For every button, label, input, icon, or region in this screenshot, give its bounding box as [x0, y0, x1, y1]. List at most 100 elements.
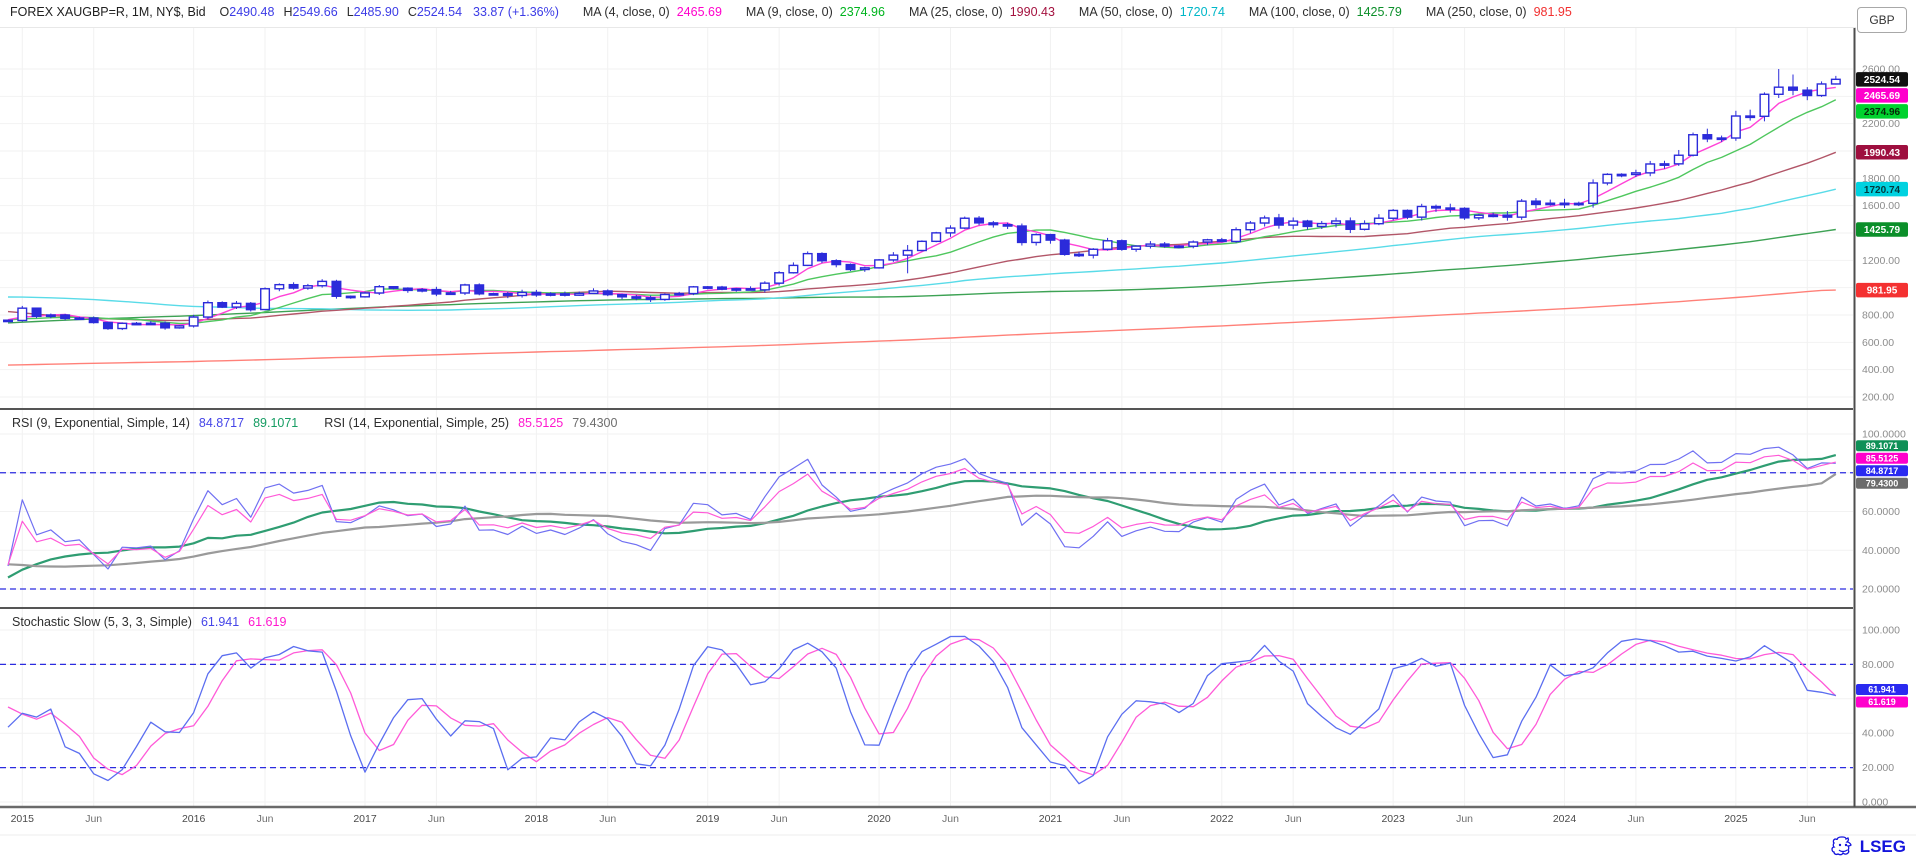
currency-axis-button[interactable]: GBP — [1857, 7, 1907, 33]
axis-label: 20.000 — [1862, 762, 1894, 774]
time-axis-label: Jun — [1627, 813, 1644, 825]
ma-legend-value: 2374.96 — [839, 5, 885, 19]
rsi-legend-label: RSI (14, Exponential, Simple, 25) — [324, 416, 510, 430]
axis-label: 80.000 — [1862, 659, 1894, 671]
time-axis-label: Jun — [771, 813, 788, 825]
lseg-crest-icon — [1831, 836, 1852, 856]
main-legend: FOREX XAUGBP=R, 1M, NY$, Bid O2490.48 H25… — [10, 5, 1572, 19]
ma-legend-item: MA (4, close, 0) 2465.69 — [583, 5, 722, 19]
stoch-legend-value: 61.619 — [248, 615, 287, 629]
ma-legend-item: MA (100, close, 0) 1425.79 — [1249, 5, 1402, 19]
stoch-legend: Stochastic Slow (5, 3, 3, Simple) 61.941 6… — [12, 615, 286, 629]
rsi-panel[interactable] — [0, 411, 1853, 607]
time-axis-label: Jun — [599, 813, 616, 825]
rsi-legend-value: 79.4300 — [572, 416, 618, 430]
stoch-legend-label: Stochastic Slow (5, 3, 3, Simple) — [12, 615, 192, 629]
value-badge: 2524.54 — [1864, 75, 1901, 86]
time-axis-label: 2016 — [182, 813, 206, 825]
ma-legend-value: 1425.79 — [1356, 5, 1402, 19]
instrument-title: FOREX XAUGBP=R, 1M, NY$, Bid — [10, 5, 206, 19]
value-badge: 1990.43 — [1864, 148, 1901, 159]
value-badge: 85.5125 — [1866, 453, 1899, 463]
value-badge: 981.95 — [1867, 286, 1898, 297]
time-axis-label: 2019 — [696, 813, 720, 825]
value-badge: 1720.74 — [1864, 185, 1901, 196]
time-axis-label: 2017 — [353, 813, 377, 825]
time-axis-label: 2020 — [867, 813, 891, 825]
rsi-legend-label: RSI (9, Exponential, Simple, 14) — [12, 416, 190, 430]
time-axis-label: 2021 — [1039, 813, 1063, 825]
axis-label: 100.0000 — [1862, 429, 1906, 441]
rsi-legend-value: 85.5125 — [518, 416, 564, 430]
time-axis-label: 2022 — [1210, 813, 1234, 825]
axis-label: 400.00 — [1862, 364, 1894, 376]
value-badge: 84.8717 — [1866, 466, 1899, 476]
ma-legend-item: MA (250, close, 0) 981.95 — [1426, 5, 1572, 19]
ohlc-high-label: H — [283, 5, 293, 19]
ma-legend-value: 1720.74 — [1179, 5, 1225, 19]
axis-label: 1600.00 — [1862, 200, 1900, 212]
net-change-value: 33.87 (+1.36%) — [473, 5, 559, 19]
time-axis-label: Jun — [1456, 813, 1473, 825]
lseg-logo-text: LSEG — [1859, 837, 1906, 856]
ohlc-open-label: O — [219, 5, 230, 19]
axis-label: 100.000 — [1862, 625, 1900, 637]
value-badge: 2465.69 — [1864, 91, 1901, 102]
ma-legend-value: 2465.69 — [676, 5, 722, 19]
time-axis-label: Jun — [1799, 813, 1816, 825]
value-badge: 61.941 — [1868, 685, 1896, 695]
rsi-legend-value: 89.1071 — [253, 416, 299, 430]
time-axis-label: 2018 — [525, 813, 549, 825]
time-axis-label: 2015 — [11, 813, 35, 825]
axis-label: 60.0000 — [1862, 506, 1900, 518]
time-axis-label: Jun — [942, 813, 959, 825]
price-axis[interactable] — [1856, 28, 1916, 807]
axis-label: 1200.00 — [1862, 255, 1900, 267]
axis-label: 2200.00 — [1862, 118, 1900, 130]
ma-legend-label: MA (9, close, 0) — [745, 5, 833, 19]
ma-legend-value: 1990.43 — [1009, 5, 1055, 19]
ma-legend: MA (4, close, 0) 2465.69 MA (9, close, 0) 2… — [559, 5, 1572, 19]
axis-label: 800.00 — [1862, 309, 1894, 321]
ohlc-low-label: L — [346, 5, 354, 19]
ma-legend-item: MA (50, close, 0) 1720.74 — [1079, 5, 1225, 19]
main-price-panel[interactable] — [0, 28, 1853, 409]
axis-label: 600.00 — [1862, 337, 1894, 349]
ma-legend-item: MA (9, close, 0) 2374.96 — [746, 5, 885, 19]
stoch-panel[interactable] — [0, 610, 1853, 806]
ma-legend-label: MA (100, close, 0) — [1248, 5, 1350, 19]
value-badge: 79.4300 — [1866, 478, 1899, 488]
rsi-legend-value: 84.8717 — [198, 416, 245, 430]
rsi-legend: RSI (9, Exponential, Simple, 14) 84.8717 8… — [12, 416, 617, 430]
ma-legend-label: MA (4, close, 0) — [582, 5, 670, 19]
value-badge: 1425.79 — [1864, 225, 1901, 236]
value-badge: 89.1071 — [1866, 441, 1899, 451]
time-axis-label: 2025 — [1724, 813, 1748, 825]
time-axis-label: 2023 — [1381, 813, 1405, 825]
value-badge: 2374.96 — [1864, 107, 1901, 118]
axis-label: 1800.00 — [1862, 173, 1900, 185]
time-axis-label: Jun — [257, 813, 274, 825]
ma-legend-value: 981.95 — [1533, 5, 1572, 19]
time-axis-label: 2024 — [1553, 813, 1577, 825]
time-axis-label: Jun — [85, 813, 102, 825]
axis-label: 40.0000 — [1862, 545, 1900, 557]
stoch-legend-value: 61.941 — [200, 615, 240, 629]
time-axis-label: Jun — [1285, 813, 1302, 825]
ma-legend-label: MA (50, close, 0) — [1078, 5, 1173, 19]
time-axis-label: Jun — [1113, 813, 1130, 825]
time-axis-label: Jun — [428, 813, 445, 825]
ohlc-high-value: 2549.66 — [292, 5, 338, 19]
lseg-logo: LSEG — [1831, 836, 1906, 858]
ohlc-open-value: 2490.48 — [229, 5, 275, 19]
time-axis[interactable] — [0, 809, 1853, 835]
ohlc-low-value: 2485.90 — [353, 5, 399, 19]
ohlc-readout: O2490.48 H2549.66 L2485.90 C2524.54 33.87 (+… — [220, 5, 559, 19]
ma-legend-label: MA (25, close, 0) — [908, 5, 1003, 19]
value-badge: 61.619 — [1868, 697, 1896, 707]
axis-label: 40.000 — [1862, 728, 1894, 740]
axis-label: 0.000 — [1862, 797, 1888, 809]
ma-legend-label: MA (250, close, 0) — [1425, 5, 1527, 19]
